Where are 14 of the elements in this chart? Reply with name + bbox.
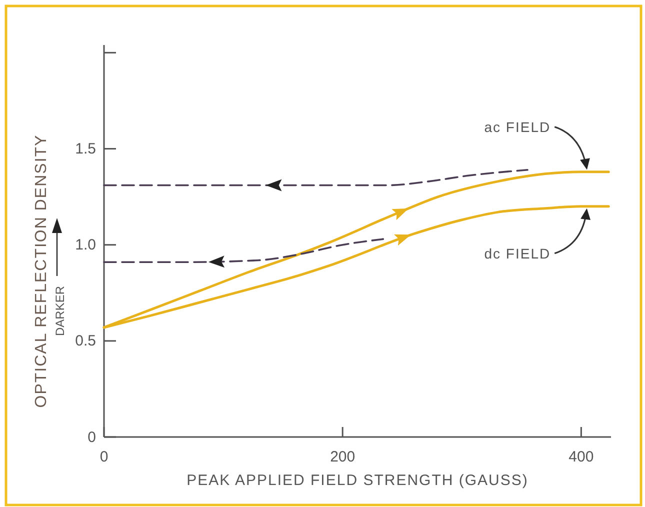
line-series [103, 169, 528, 186]
x-tick-label: 400 [568, 448, 594, 466]
x-axis-title: PEAK APPLIED FIELD STRENGTH (GAUSS) [186, 472, 528, 489]
y-tick-label: 1.5 [75, 140, 96, 158]
text: dc FIELD [484, 245, 551, 262]
y-tick-label: 0 [88, 428, 96, 446]
text: DARKER [53, 286, 67, 336]
text: ac FIELD [484, 118, 551, 135]
y-axis-title: OPTICAL REFLECTION DENSITY [33, 134, 50, 408]
line-series [103, 238, 384, 264]
y-tick-label: 0.5 [75, 332, 96, 350]
x-tick-label: 0 [100, 448, 108, 466]
y-tick-label: 1.0 [75, 236, 96, 254]
x-tick-label: 200 [330, 448, 356, 466]
